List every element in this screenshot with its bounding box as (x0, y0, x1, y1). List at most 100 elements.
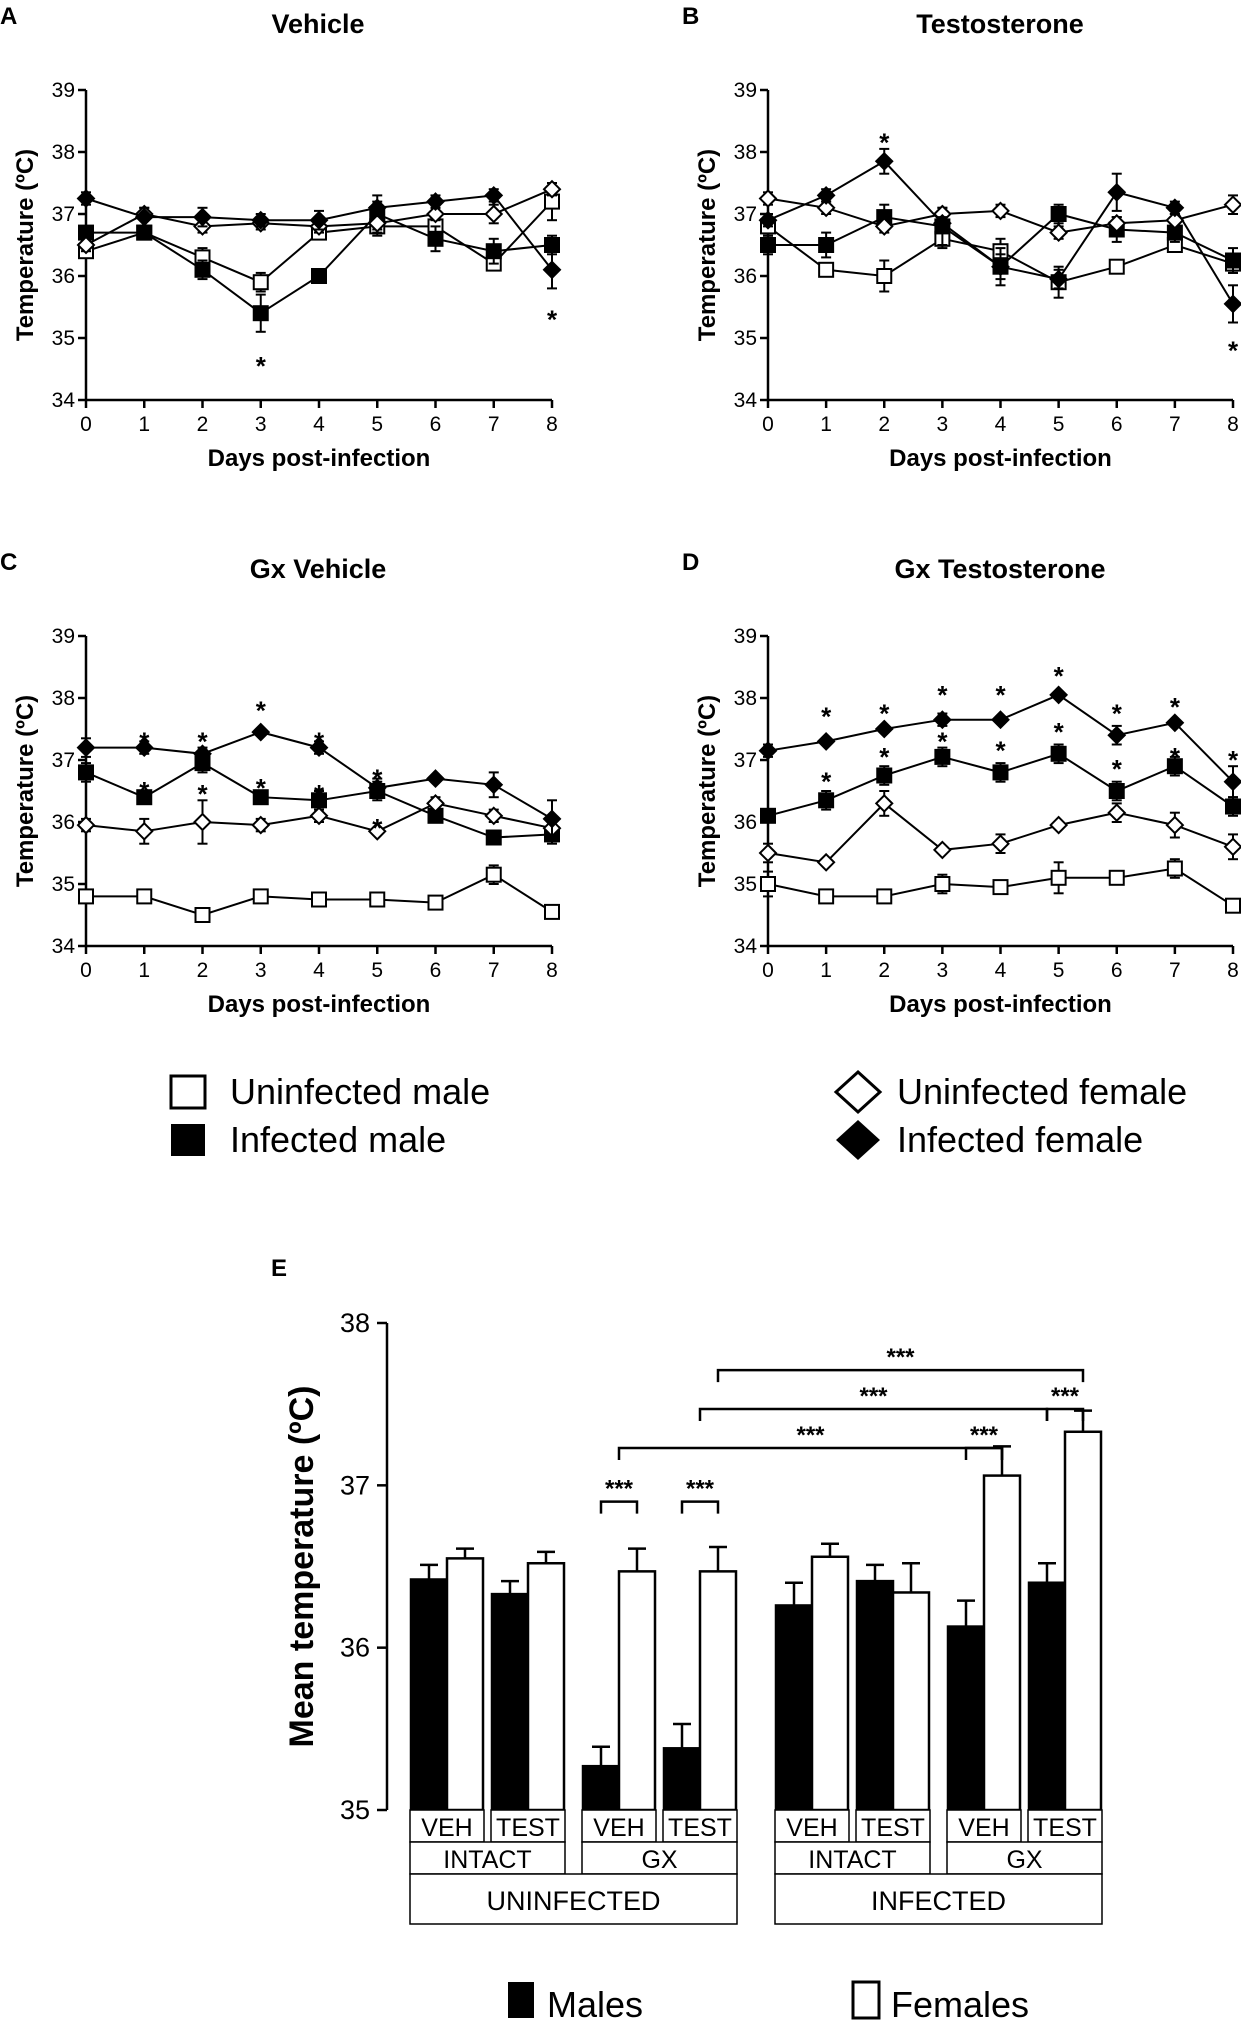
bracket-line (599, 1500, 639, 1514)
data-point-square (818, 888, 835, 905)
data-point-square (194, 907, 211, 923)
data-point-square (252, 305, 269, 322)
significance-stars: *** (859, 1383, 888, 1410)
significance-star: * (879, 698, 890, 728)
legend-open-square-icon (169, 1074, 207, 1110)
data-point-square (427, 894, 444, 911)
bar-males (662, 1747, 702, 1812)
x-tick-label: 8 (546, 413, 558, 436)
y-tick-label: 34 (52, 935, 76, 958)
significance-stars: *** (605, 1476, 634, 1503)
data-point-square (1225, 798, 1241, 815)
legend-filled-diamond-icon (836, 1120, 880, 1160)
data-point-diamond (1223, 772, 1241, 792)
significance-star: * (197, 726, 208, 756)
x-tick-label: 2 (197, 959, 209, 982)
treatment-label-box (409, 1809, 485, 1843)
legend-infected-female: Infected female (897, 1119, 1143, 1160)
data-point-square (760, 876, 776, 892)
data-point-square (818, 792, 835, 809)
x-axis-label: Days post-infection (208, 991, 431, 1018)
bar-males (409, 1578, 449, 1812)
data-point-diamond (816, 731, 836, 751)
bracket-line (1045, 1407, 1085, 1422)
surgery-label-box (946, 1841, 1103, 1875)
data-point-diamond (193, 744, 212, 764)
treatment-label: VEH (958, 1814, 1009, 1842)
treatment-label-box (662, 1809, 738, 1843)
data-point-square (369, 891, 386, 908)
significance-star: * (256, 351, 267, 381)
surgery-label: GX (641, 1846, 677, 1874)
y-axis-label: Temperature (ºC) (12, 695, 39, 887)
surgery-label-box (774, 1841, 931, 1875)
data-point-square (1108, 783, 1125, 799)
y-tick-label: 39 (734, 625, 757, 648)
data-point-square (311, 891, 327, 908)
bracket-line (964, 1446, 1004, 1460)
legend-males: Males (547, 1984, 643, 2025)
data-point-diamond (1107, 725, 1127, 745)
data-point-square (1050, 869, 1067, 886)
bar-males (581, 1764, 621, 1812)
x-tick-label: 3 (255, 413, 267, 436)
y-tick-label: 37 (52, 749, 75, 772)
data-point-diamond (1223, 294, 1241, 314)
data-point-square (485, 243, 502, 260)
data-point-diamond (1107, 213, 1127, 233)
bar-legend: Males Females (508, 1980, 1029, 2025)
treatment-label: TEST (496, 1814, 560, 1842)
data-point-diamond (309, 210, 329, 230)
line-legend: Uninfected male Infected male Uninfected… (169, 1069, 1187, 1160)
y-tick-label: 35 (52, 327, 75, 350)
bar-females (891, 1591, 931, 1812)
x-tick-label: 1 (138, 959, 150, 982)
significance-bracket: *** (1045, 1383, 1085, 1422)
x-axis-label: Days post-infection (889, 991, 1112, 1018)
data-point-square (1108, 869, 1125, 886)
data-point-diamond (874, 151, 894, 171)
data-point-square (136, 888, 153, 905)
treatment-label: VEH (786, 1814, 837, 1842)
series-filled-diamond (758, 685, 1241, 799)
data-point-square (1225, 252, 1241, 269)
data-point-diamond (542, 809, 562, 829)
y-tick-label: 34 (734, 389, 758, 412)
significance-star: * (1054, 717, 1065, 747)
data-point-square (194, 261, 211, 278)
treatment-label-box (1027, 1809, 1103, 1843)
bar-females (810, 1555, 850, 1812)
x-tick-label: 2 (878, 413, 890, 436)
surgery-label: INTACT (808, 1846, 896, 1874)
data-point-square (485, 829, 502, 846)
infection-label: INFECTED (871, 1886, 1006, 1916)
significance-star: * (314, 726, 325, 756)
significance-stars: *** (686, 1476, 715, 1503)
data-point-diamond (309, 738, 329, 758)
data-point-square (992, 764, 1009, 781)
data-point-diamond (542, 260, 562, 280)
data-point-diamond (1049, 815, 1069, 835)
y-tick-label: 36 (734, 811, 757, 834)
significance-star: * (1112, 754, 1123, 784)
significance-bracket: *** (617, 1422, 1004, 1460)
data-point-diamond (1223, 837, 1241, 857)
surgery-label: INTACT (443, 1846, 531, 1874)
data-point-diamond (76, 815, 96, 835)
y-tick-label: 38 (340, 1308, 370, 1338)
x-tick-label: 8 (1227, 959, 1239, 982)
y-tick-label: 38 (52, 687, 75, 710)
significance-stars: *** (1051, 1383, 1080, 1410)
data-point-square (485, 866, 502, 883)
x-tick-label: 7 (1169, 959, 1181, 982)
data-point-diamond (1165, 815, 1185, 835)
data-point-diamond (1049, 223, 1069, 243)
significance-star: * (937, 726, 948, 756)
significance-star: * (256, 695, 267, 725)
x-tick-label: 7 (488, 413, 500, 436)
data-point-diamond (134, 738, 154, 758)
